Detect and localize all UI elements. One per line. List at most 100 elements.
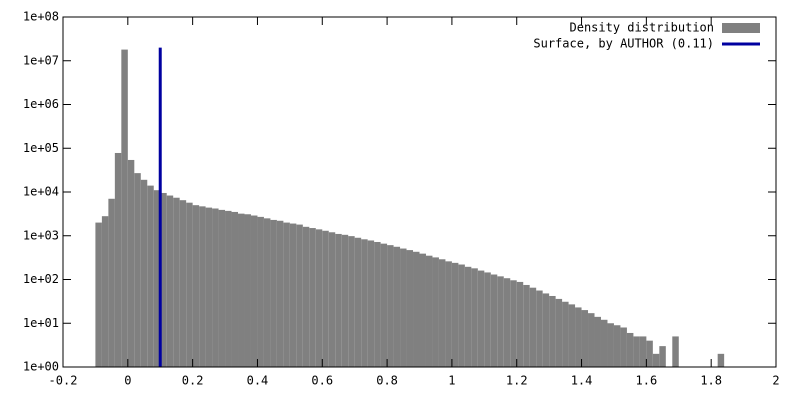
bar [134,173,141,367]
bar [490,274,498,367]
bar [95,222,102,367]
bar [471,268,478,367]
bar [283,222,290,367]
bar [127,159,135,367]
bar [613,325,621,367]
bar [250,215,258,367]
y-tick-label: 1e+02 [23,272,59,286]
bar [562,301,569,367]
bar [659,346,666,367]
bar [108,198,115,367]
bar [438,259,446,367]
bar [257,216,264,367]
legend-label: Density distribution [570,21,715,35]
x-tick-label: -0.2 [49,374,78,388]
legend-swatch [722,23,760,33]
bar [380,243,388,367]
bar [464,266,472,367]
y-tick-label: 1e+08 [23,10,59,24]
bar [639,336,647,367]
legend-label: Surface, by AUTHOR (0.11) [533,37,714,51]
bar [549,295,556,367]
bar [212,208,219,367]
bar [387,245,394,367]
bar [192,205,200,367]
x-tick-label: 0.2 [182,374,204,388]
bar [270,219,277,367]
bar [536,290,543,367]
y-tick-label: 1e+06 [23,97,59,111]
bar [244,214,251,367]
bar [516,281,524,367]
bar [607,323,614,367]
bar [231,211,239,367]
y-tick-label: 1e+00 [23,360,59,374]
bar [575,307,582,367]
bar [400,248,407,367]
x-tick-label: 1.4 [571,374,593,388]
bar [594,316,601,367]
x-tick-label: 1.8 [700,374,722,388]
bar [225,210,232,367]
x-tick-label: 2 [772,374,779,388]
bar [484,272,491,367]
x-tick-label: 1.2 [506,374,528,388]
bar [354,237,362,367]
bar [652,353,660,367]
bar [186,202,193,367]
bar [555,298,563,367]
bar [477,270,485,367]
bar [374,241,381,367]
bar [620,327,627,367]
bar [510,280,517,367]
bar [140,179,148,367]
bar [328,232,336,367]
bar [445,261,452,367]
bar [503,278,511,367]
x-tick-label: 0.6 [311,374,333,388]
bar [393,246,401,367]
bar [101,216,109,367]
bar [425,255,433,367]
y-tick-label: 1e+04 [23,185,59,199]
bar [302,226,310,367]
bar [263,218,271,367]
bar [335,233,342,367]
bar [315,229,323,367]
bar [497,276,504,367]
x-tick-label: 1.6 [636,374,658,388]
bar [238,213,245,367]
bar [114,152,122,367]
bar [205,207,213,367]
bar [523,284,530,367]
bar [348,236,355,367]
bar [568,304,576,367]
bar [218,209,226,367]
bar [121,49,128,368]
bar [361,239,368,367]
y-tick-label: 1e+01 [23,316,59,330]
bar [406,250,414,367]
bar [529,287,537,367]
bar [432,257,439,367]
bar [626,332,634,367]
bar [166,195,174,367]
bar [672,336,679,367]
y-tick-label: 1e+03 [23,228,59,242]
x-tick-label: 0.4 [247,374,269,388]
bar [646,340,653,367]
bar [289,223,297,367]
bar [413,251,420,367]
bar [153,190,161,367]
y-tick-label: 1e+05 [23,141,59,155]
bar [588,313,595,367]
bar [147,185,154,367]
bar [633,336,640,367]
bar [160,192,167,367]
bar [276,220,284,367]
x-tick-label: 0.8 [376,374,398,388]
bar [296,224,303,367]
bar [458,264,465,367]
bar [173,197,180,367]
